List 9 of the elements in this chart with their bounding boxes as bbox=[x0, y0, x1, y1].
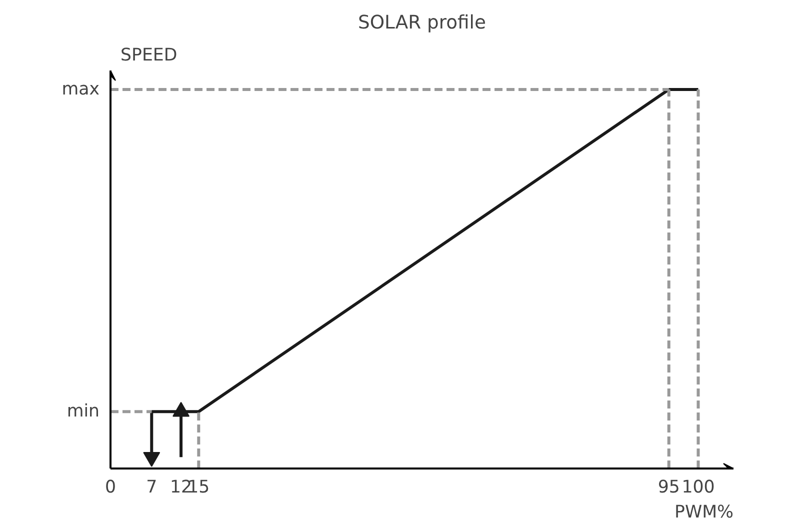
x-axis-title: PWM% bbox=[674, 502, 734, 522]
x-tick-label: 7 bbox=[146, 478, 158, 498]
text: max bbox=[62, 79, 100, 100]
chart-title: SOLAR profile bbox=[358, 12, 486, 34]
x-tick-label: 95 bbox=[658, 478, 680, 498]
x-tick-label: 0 bbox=[104, 478, 116, 498]
text: min bbox=[66, 402, 100, 422]
y-axis-title: SPEED bbox=[120, 46, 178, 66]
x-tick-label: 100 bbox=[682, 478, 715, 498]
